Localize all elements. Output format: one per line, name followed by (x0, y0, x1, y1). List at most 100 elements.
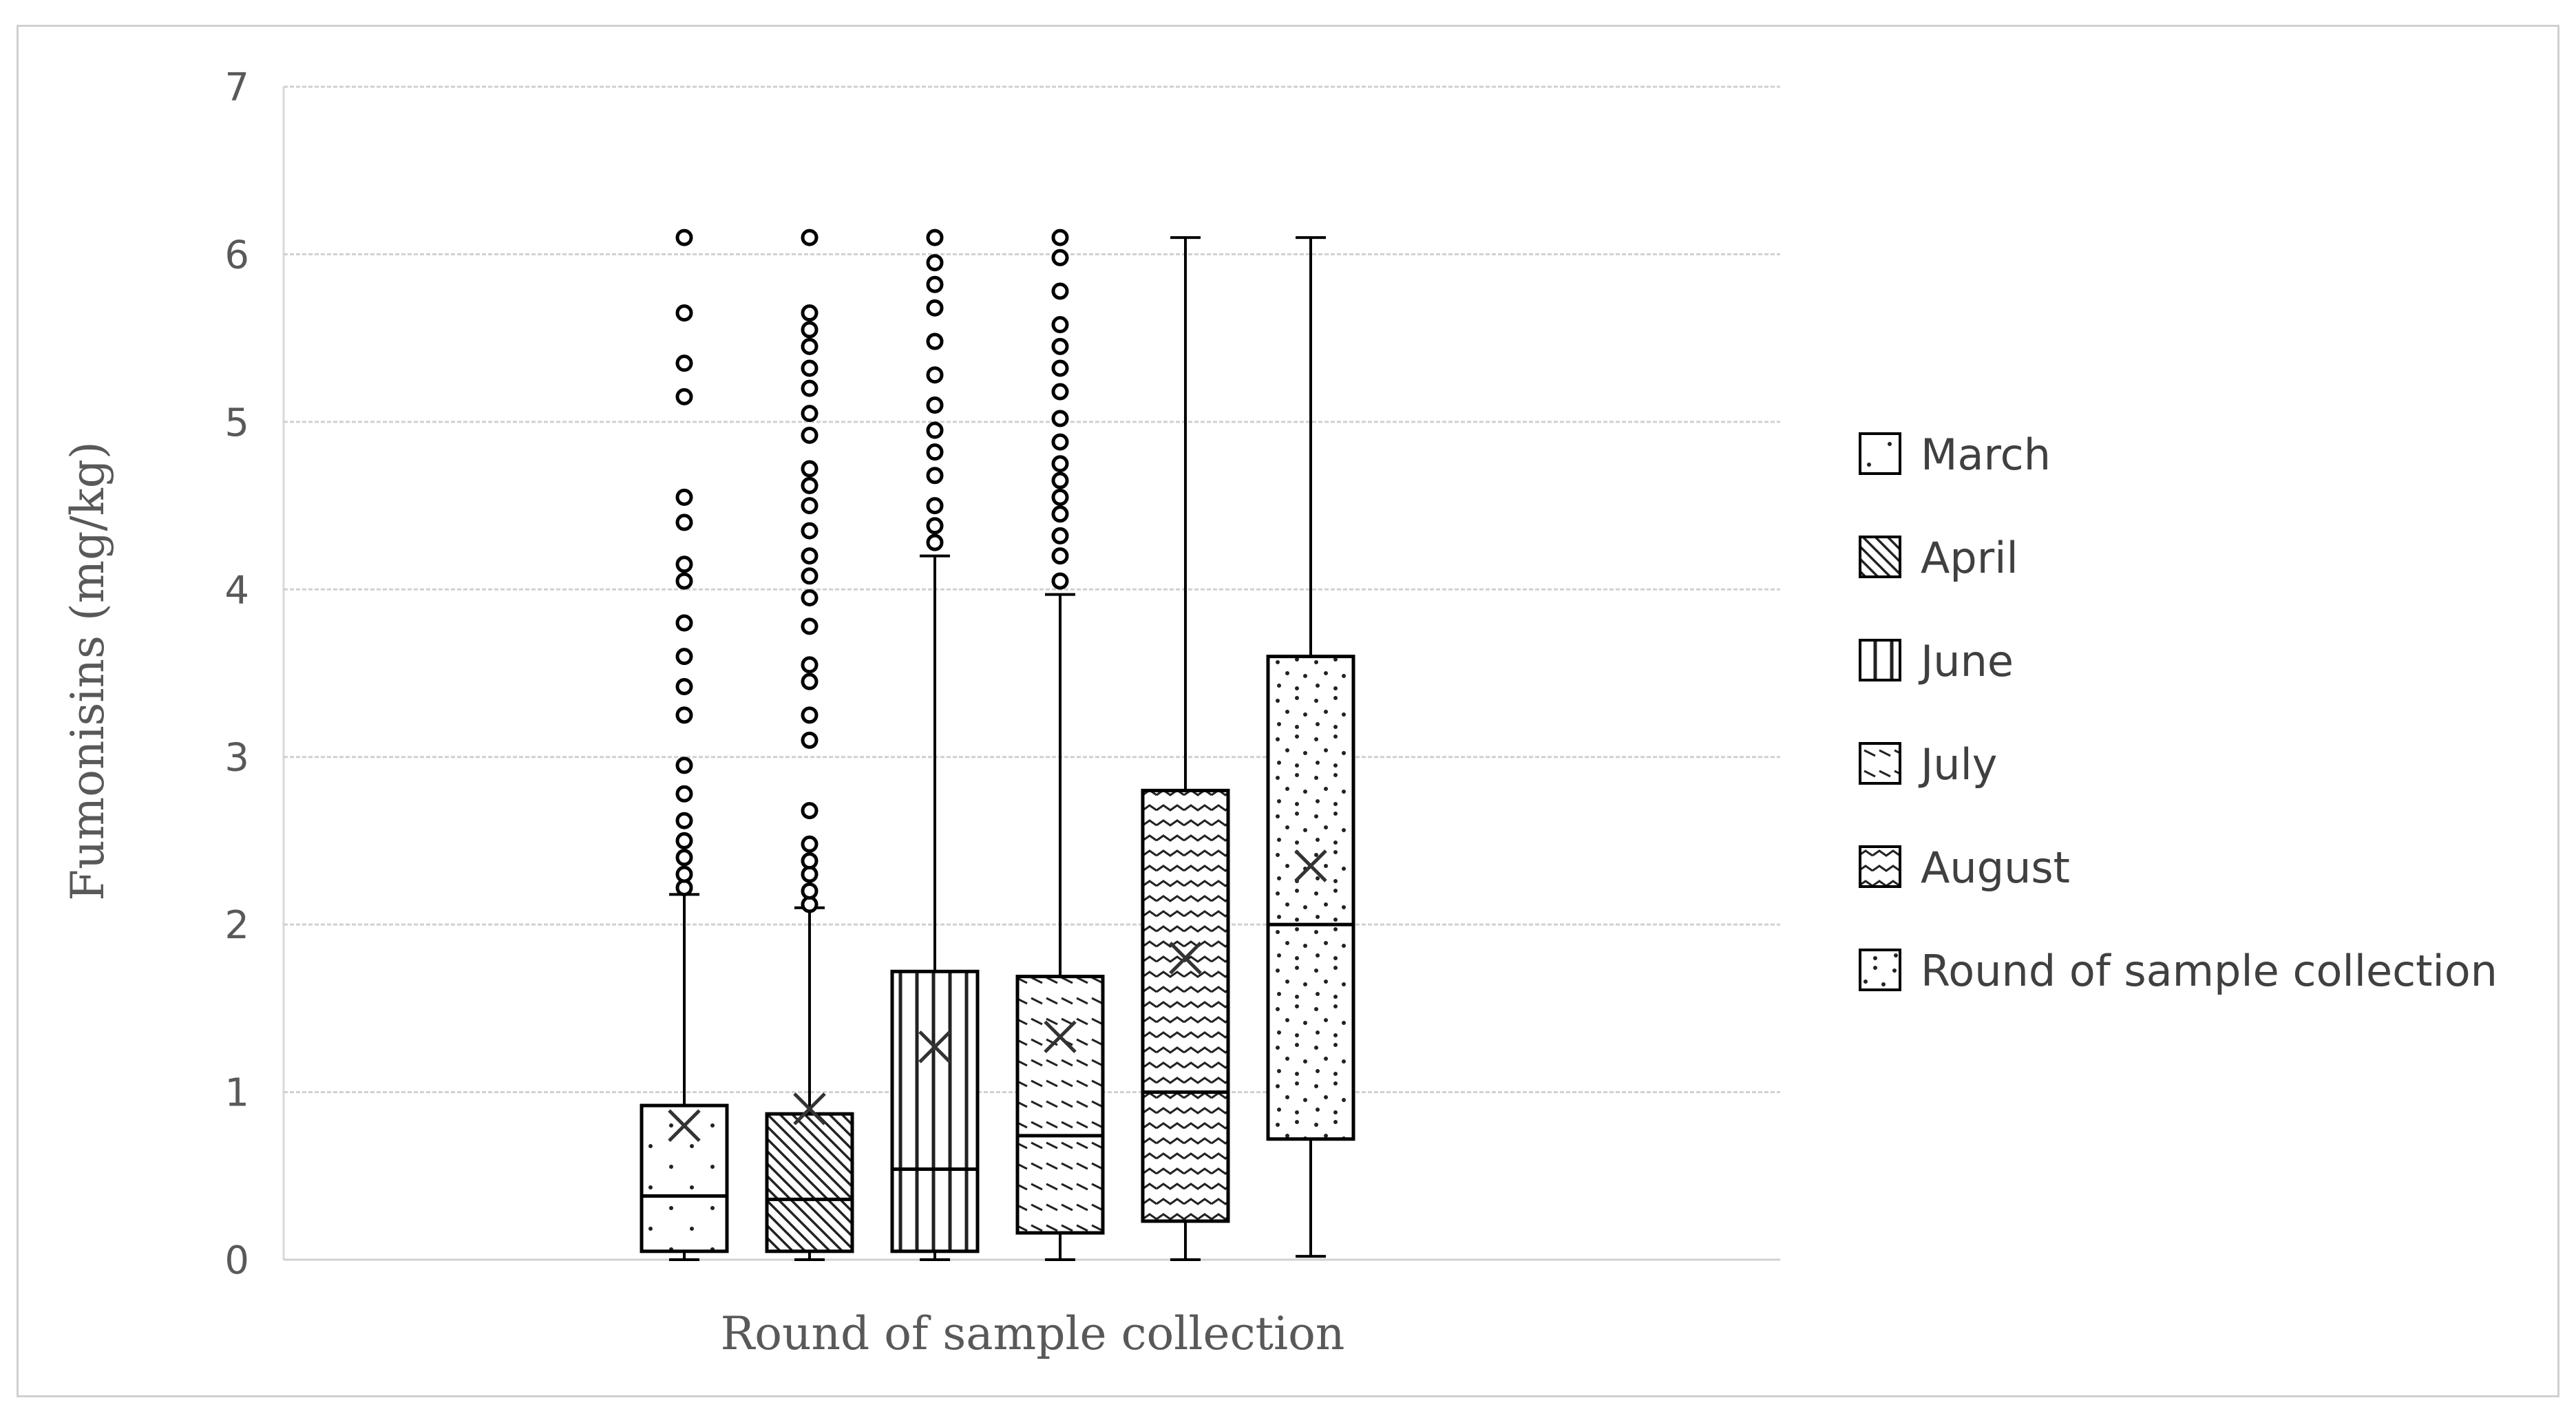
outlier-point (801, 656, 819, 674)
outlier-point (801, 589, 819, 606)
legend-item: June (1859, 636, 2014, 686)
outlier-point (801, 522, 819, 540)
legend-swatch (1859, 949, 1901, 991)
legend: March April June July August Round of sample … (1859, 430, 2498, 996)
outlier-point (801, 617, 819, 635)
outlier-point (926, 396, 944, 414)
outlier-point (1051, 282, 1069, 300)
mean-marker (668, 1109, 701, 1143)
gridlines (282, 85, 1780, 1261)
legend-label: July (1918, 739, 1998, 790)
outlier-point (1051, 547, 1069, 565)
outlier-point (926, 467, 944, 485)
legend-label: June (1918, 636, 2014, 686)
legend-label: April (1921, 533, 2018, 583)
outlier-point (675, 832, 693, 849)
iqr-box (890, 969, 980, 1253)
mean-marker (918, 1030, 951, 1064)
outlier-point (1051, 410, 1069, 427)
box-july (1015, 229, 1105, 1261)
iqr-box (765, 1112, 854, 1253)
outlier-point (675, 706, 693, 724)
box-march (640, 229, 729, 1261)
outlier-point (926, 332, 944, 350)
y-axis-title: Fumonisins (mg/kg) (61, 441, 114, 900)
outlier-point (801, 673, 819, 690)
legend-label: March (1921, 430, 2051, 480)
outlier-point (801, 337, 819, 355)
legend-item: Round of sample collection (1859, 946, 2498, 996)
outlier-point (801, 405, 819, 423)
legend-swatch (1859, 536, 1901, 578)
outlier-point (926, 275, 944, 293)
outlier-point (801, 835, 819, 853)
y-axis-ticks: 0 1 2 3 4 5 6 7 (224, 65, 249, 1283)
mean-marker (1294, 849, 1327, 882)
box-round-of-sample-collection (1266, 236, 1355, 1258)
outlier-point (675, 648, 693, 666)
outlier-point (926, 517, 944, 535)
outlier-point (1051, 359, 1069, 377)
x-axis-title: Round of sample collection (721, 1307, 1345, 1360)
outlier-point (1051, 248, 1069, 266)
outlier-point (1051, 472, 1069, 489)
box-august (1141, 236, 1230, 1261)
outlier-point (675, 849, 693, 867)
outlier-point (801, 229, 819, 246)
iqr-box (1015, 975, 1105, 1235)
y-tick-label: 5 (224, 401, 249, 445)
iqr-box (1266, 655, 1355, 1141)
outlier-point (801, 426, 819, 444)
outlier-point (675, 488, 693, 506)
legend-label: August (1921, 843, 2070, 893)
outlier-point (926, 366, 944, 384)
outlier-point (675, 354, 693, 372)
iqr-box (640, 1103, 729, 1253)
legend-swatch (1859, 639, 1901, 681)
outlier-point (675, 555, 693, 573)
legend-swatch (1859, 742, 1901, 785)
legend-item: March (1859, 430, 2051, 480)
outlier-point (675, 614, 693, 632)
outlier-point (1051, 505, 1069, 523)
outlier-point (675, 785, 693, 803)
outlier-point (801, 476, 819, 494)
outlier-point (801, 359, 819, 377)
y-tick-label: 6 (224, 233, 249, 277)
outlier-point (675, 812, 693, 829)
outlier-point (801, 379, 819, 397)
outlier-point (801, 706, 819, 724)
outlier-point (675, 865, 693, 883)
outlier-point (801, 321, 819, 339)
outlier-point (801, 567, 819, 585)
y-tick-label: 1 (224, 1071, 249, 1116)
outlier-point (801, 497, 819, 515)
outlier-point (1051, 527, 1069, 544)
outlier-point (926, 229, 944, 246)
outlier-point (801, 731, 819, 749)
outlier-point (675, 756, 693, 774)
outlier-point (801, 547, 819, 565)
legend-item: August (1859, 843, 2070, 893)
mean-marker (1044, 1020, 1077, 1054)
outlier-point (675, 677, 693, 695)
outlier-point (1051, 229, 1069, 246)
outlier-point (801, 852, 819, 870)
outlier-point (1051, 455, 1069, 473)
mean-marker (793, 1092, 826, 1125)
outlier-point (926, 299, 944, 317)
iqr-box (1141, 788, 1230, 1223)
legend-item: April (1859, 533, 2018, 583)
y-tick-label: 4 (224, 568, 249, 613)
box-june (890, 229, 980, 1261)
outlier-point (801, 460, 819, 478)
outlier-point (1051, 383, 1069, 401)
boxes (640, 229, 1355, 1261)
outlier-point (926, 443, 944, 461)
outlier-point (675, 572, 693, 590)
outlier-point (675, 514, 693, 531)
outlier-point (675, 388, 693, 405)
y-tick-label: 0 (224, 1238, 249, 1283)
y-tick-label: 2 (224, 903, 249, 948)
y-tick-label: 7 (224, 65, 249, 110)
